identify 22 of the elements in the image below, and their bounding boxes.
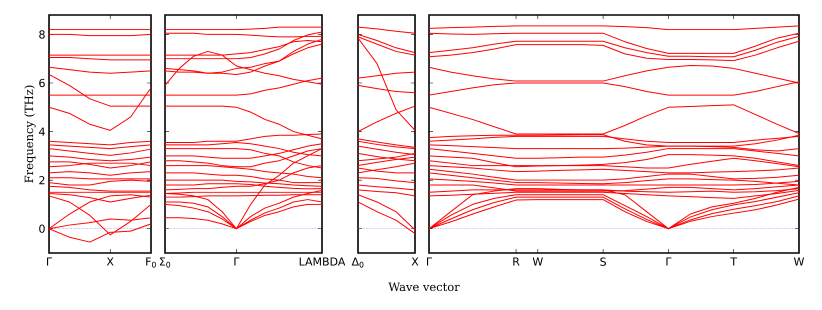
x-tick-label: F$_{0}$ [146,258,156,268]
x-tick-label: Σ$_{0}$ [160,258,170,268]
x-tick-label: S [600,258,606,266]
y-tick-label: 2 [39,176,44,184]
y-tick-label: 0 [39,224,45,233]
x-tick-label: Γ [427,258,432,266]
x-tick-label: T [730,258,738,266]
x-tick-label: X [412,258,418,266]
y-tick-label: 6 [39,78,45,88]
y-tick-label: 8 [39,30,45,39]
x-tick-label: R [513,258,520,266]
x-tick-label: Γ [234,258,240,266]
x-tick-label: Γ [666,258,672,266]
x-tick-label: Δ$_{0}$ [352,258,364,268]
x-tick-label: X [106,258,114,266]
y-axis-title: Frequency (THz) [24,86,36,183]
x-tick-label: W [794,258,804,266]
y-tick-label: 4 [39,128,45,136]
x-tick-label: W [532,258,543,266]
x-tick-label: Γ [47,258,52,266]
x-axis-title: Wave vector [388,282,460,292]
x-tick-label: LAMBDA [300,258,346,266]
